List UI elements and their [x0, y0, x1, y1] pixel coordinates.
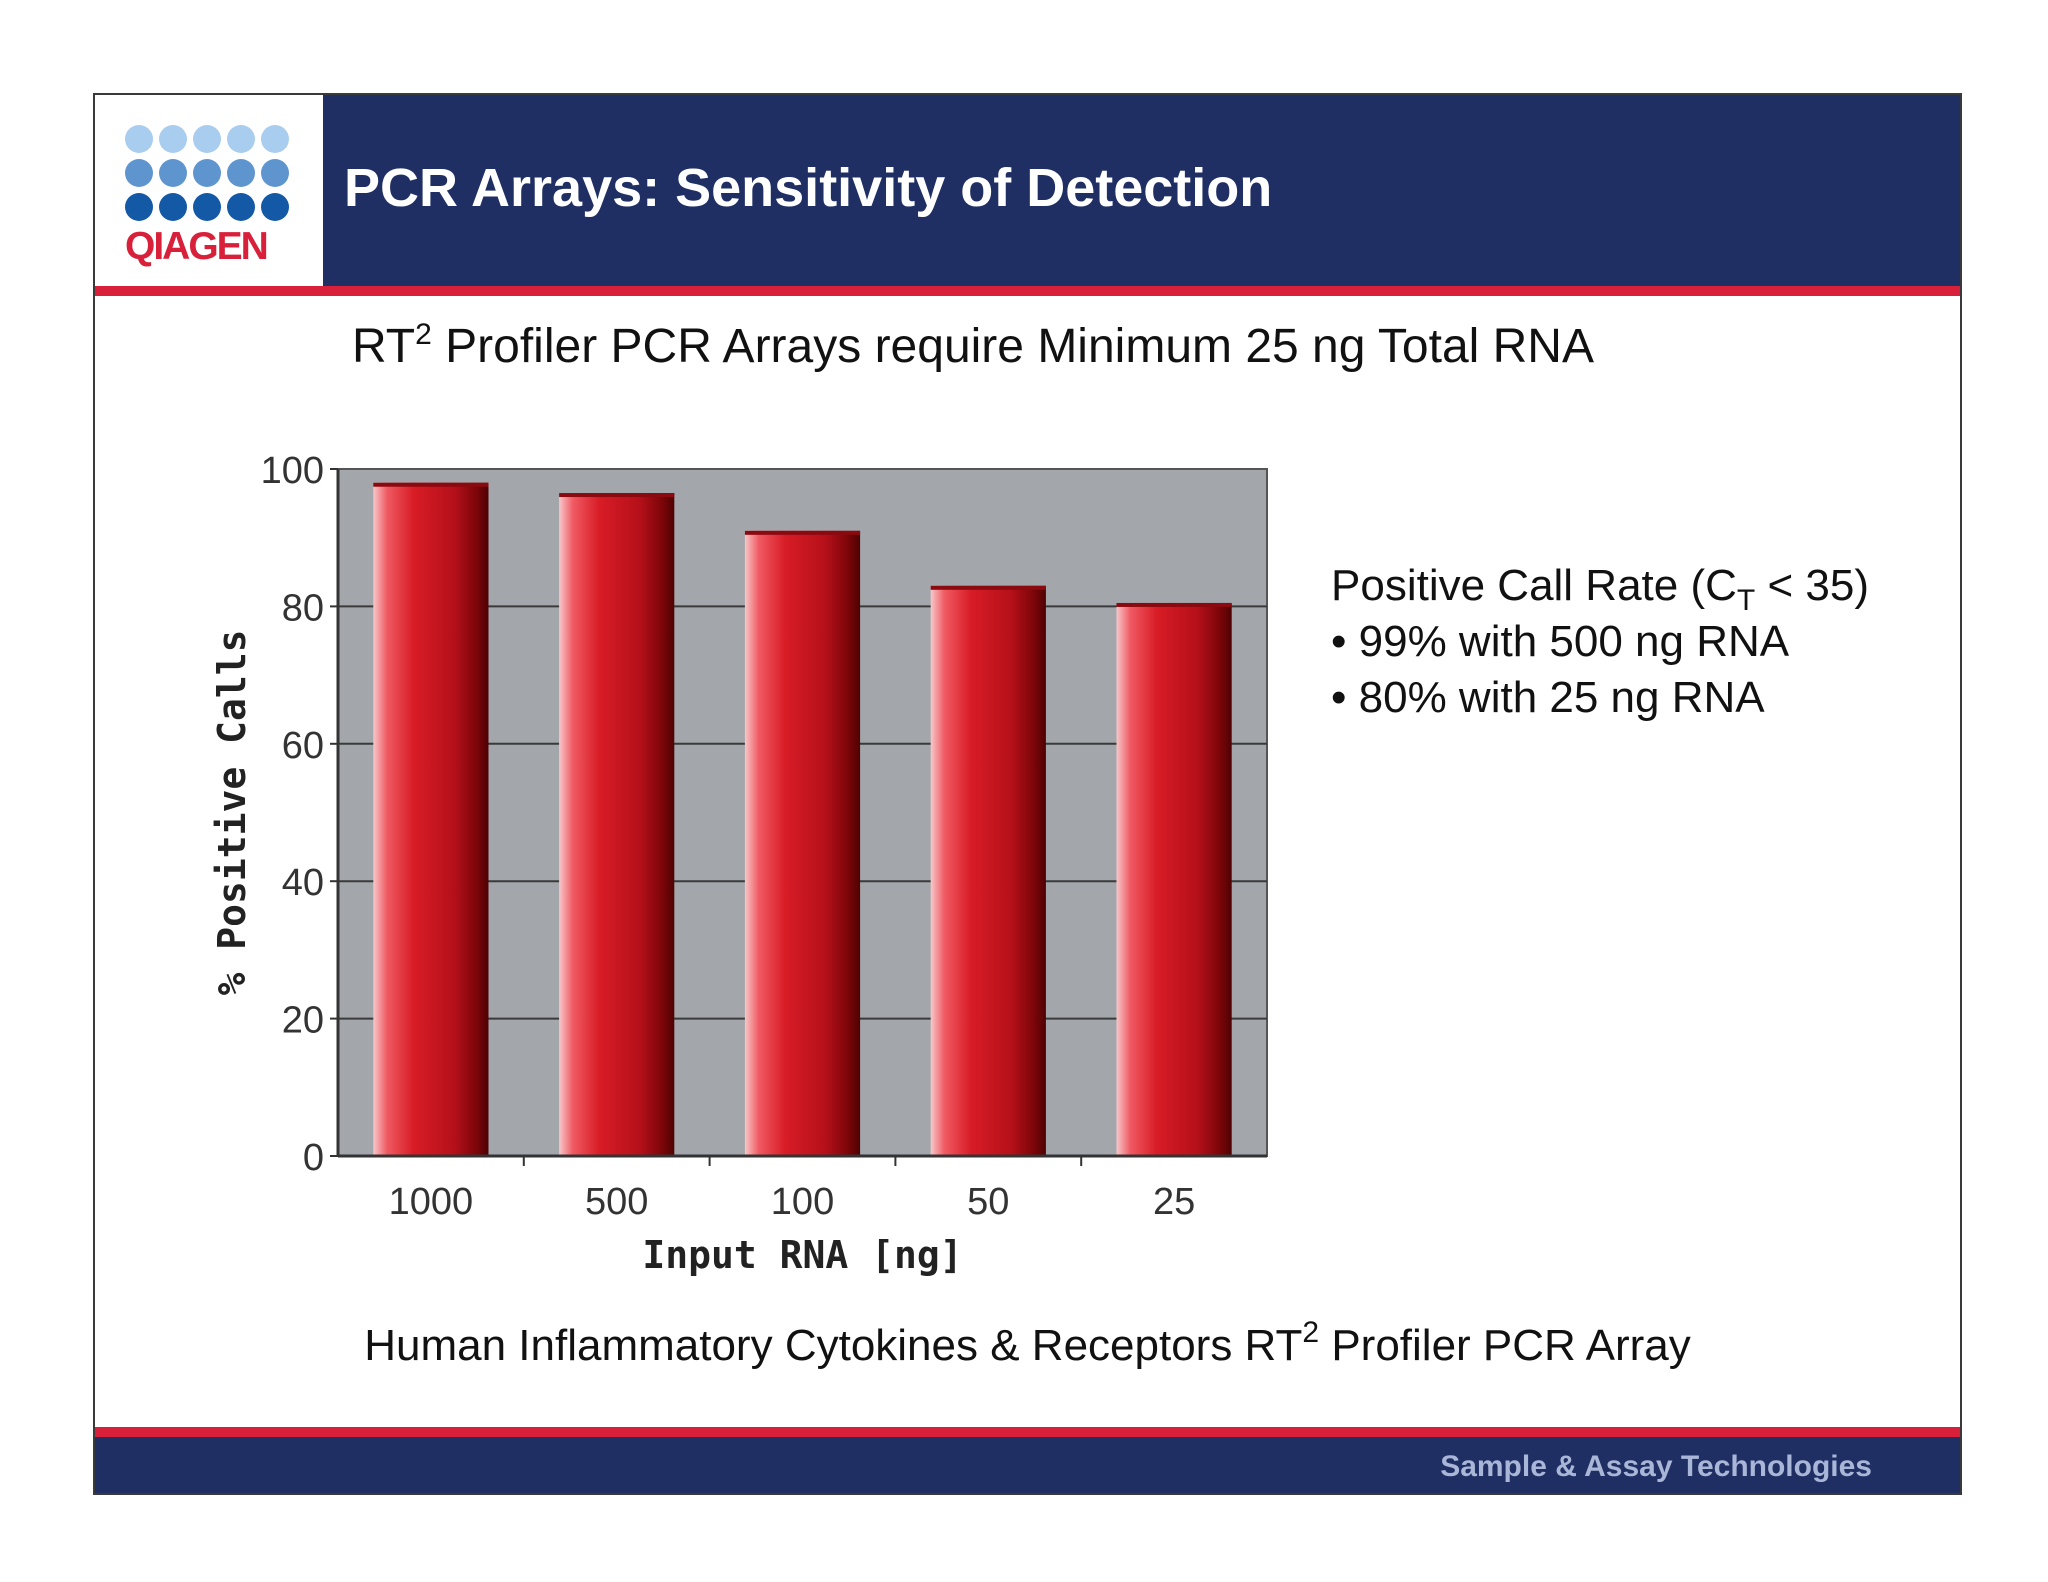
header-rule: [95, 286, 1960, 296]
axes: [330, 468, 1267, 1166]
chart-caption: Human Inflammatory Cytokines & Receptors…: [95, 1318, 1960, 1371]
y-tick-label: 40: [282, 862, 324, 904]
subtitle-rest: Profiler PCR Arrays require Minimum 25 n…: [431, 320, 1594, 373]
footer-text: Sample & Assay Technologies: [1440, 1450, 1872, 1483]
logo-dot: [193, 125, 221, 153]
bar-25: [1116, 602, 1232, 1156]
positive-call-rate-line: Positive Call Rate (CT < 35): [1331, 558, 1869, 617]
logo-dot: [227, 193, 255, 221]
logo-wordmark: QIAGEN: [125, 225, 269, 268]
logo-dot: [193, 193, 221, 221]
note-bullet: • 80% with 25 ng RNA: [1331, 673, 1765, 722]
logo-dot: [159, 193, 187, 221]
qiagen-logo: QIAGEN: [95, 95, 323, 286]
y-tick-label: 60: [282, 725, 324, 767]
slide-subtitle: RT2 Profiler PCR Arrays require Minimum …: [352, 319, 1594, 374]
logo-dot: [125, 193, 153, 221]
y-tick-label: 20: [282, 1000, 324, 1042]
y-tick-labels: 0 20 40 60 80 100: [261, 450, 324, 1179]
logo-dot: [125, 125, 153, 153]
subtitle-superscript: 2: [415, 318, 432, 351]
logo-dot-row: [125, 125, 295, 153]
logo-dot: [159, 159, 187, 187]
slide-title: PCR Arrays: Sensitivity of Detection: [344, 158, 1273, 218]
y-tick-label: 80: [282, 587, 324, 629]
x-tick-labels: 1000 500 100 50 25: [389, 1181, 1196, 1223]
y-axis-label: % Positive Calls: [210, 629, 254, 995]
bar-1000: [373, 482, 489, 1156]
x-tick-label: 100: [771, 1181, 834, 1223]
note-line1-suffix: < 35): [1755, 561, 1869, 610]
x-tick-label: 500: [585, 1181, 648, 1223]
caption-prefix: Human Inflammatory Cytokines & Receptors…: [364, 1321, 1303, 1370]
x-axis-label: Input RNA [ng]: [642, 1233, 962, 1277]
side-notes: Positive Call Rate (CT < 35) • 99% with …: [1331, 558, 1869, 726]
logo-dot: [193, 159, 221, 187]
header-band: [323, 95, 1960, 286]
note-line1-prefix: Positive Call Rate (C: [1331, 561, 1737, 610]
logo-dot: [261, 193, 289, 221]
bars: [373, 482, 1232, 1156]
logo-dot: [125, 159, 153, 187]
footer-rule: [95, 1427, 1960, 1437]
y-tick-label: 100: [261, 450, 324, 492]
logo-dots-icon: [125, 125, 295, 227]
bar-500: [559, 493, 675, 1156]
logo-dot: [261, 159, 289, 187]
bar-100: [744, 530, 861, 1156]
note-line1-subscript: T: [1736, 584, 1756, 617]
logo-dot: [261, 125, 289, 153]
logo-dot-row: [125, 159, 295, 187]
bar-top-edge: [1116, 602, 1232, 607]
x-tick-label: 25: [1153, 1181, 1195, 1223]
bar-50: [930, 585, 1046, 1156]
bar-top-edge: [744, 530, 861, 535]
bar-top-edge: [559, 493, 675, 498]
subtitle-prefix: RT: [352, 320, 416, 373]
logo-dot: [159, 125, 187, 153]
slide: QIAGEN PCR Arrays: Sensitivity of Detect…: [93, 93, 1962, 1495]
x-tick-label: 50: [967, 1181, 1009, 1223]
caption-superscript: 2: [1302, 1316, 1320, 1349]
footer-band: [95, 1437, 1960, 1493]
logo-dot: [227, 159, 255, 187]
bar-chart: 0 20 40 60 80 100 1000 500 100 50 25 Input RNA [n…: [210, 450, 1268, 1277]
note-bullet: • 99% with 500 ng RNA: [1331, 617, 1790, 666]
bar-top-edge: [373, 482, 489, 487]
caption-rest: Profiler PCR Array: [1319, 1321, 1691, 1370]
logo-dot-row: [125, 193, 295, 221]
x-tick-label: 1000: [389, 1181, 474, 1223]
bar-top-edge: [930, 585, 1046, 590]
y-tick-label: 0: [303, 1137, 324, 1179]
logo-dot: [227, 125, 255, 153]
